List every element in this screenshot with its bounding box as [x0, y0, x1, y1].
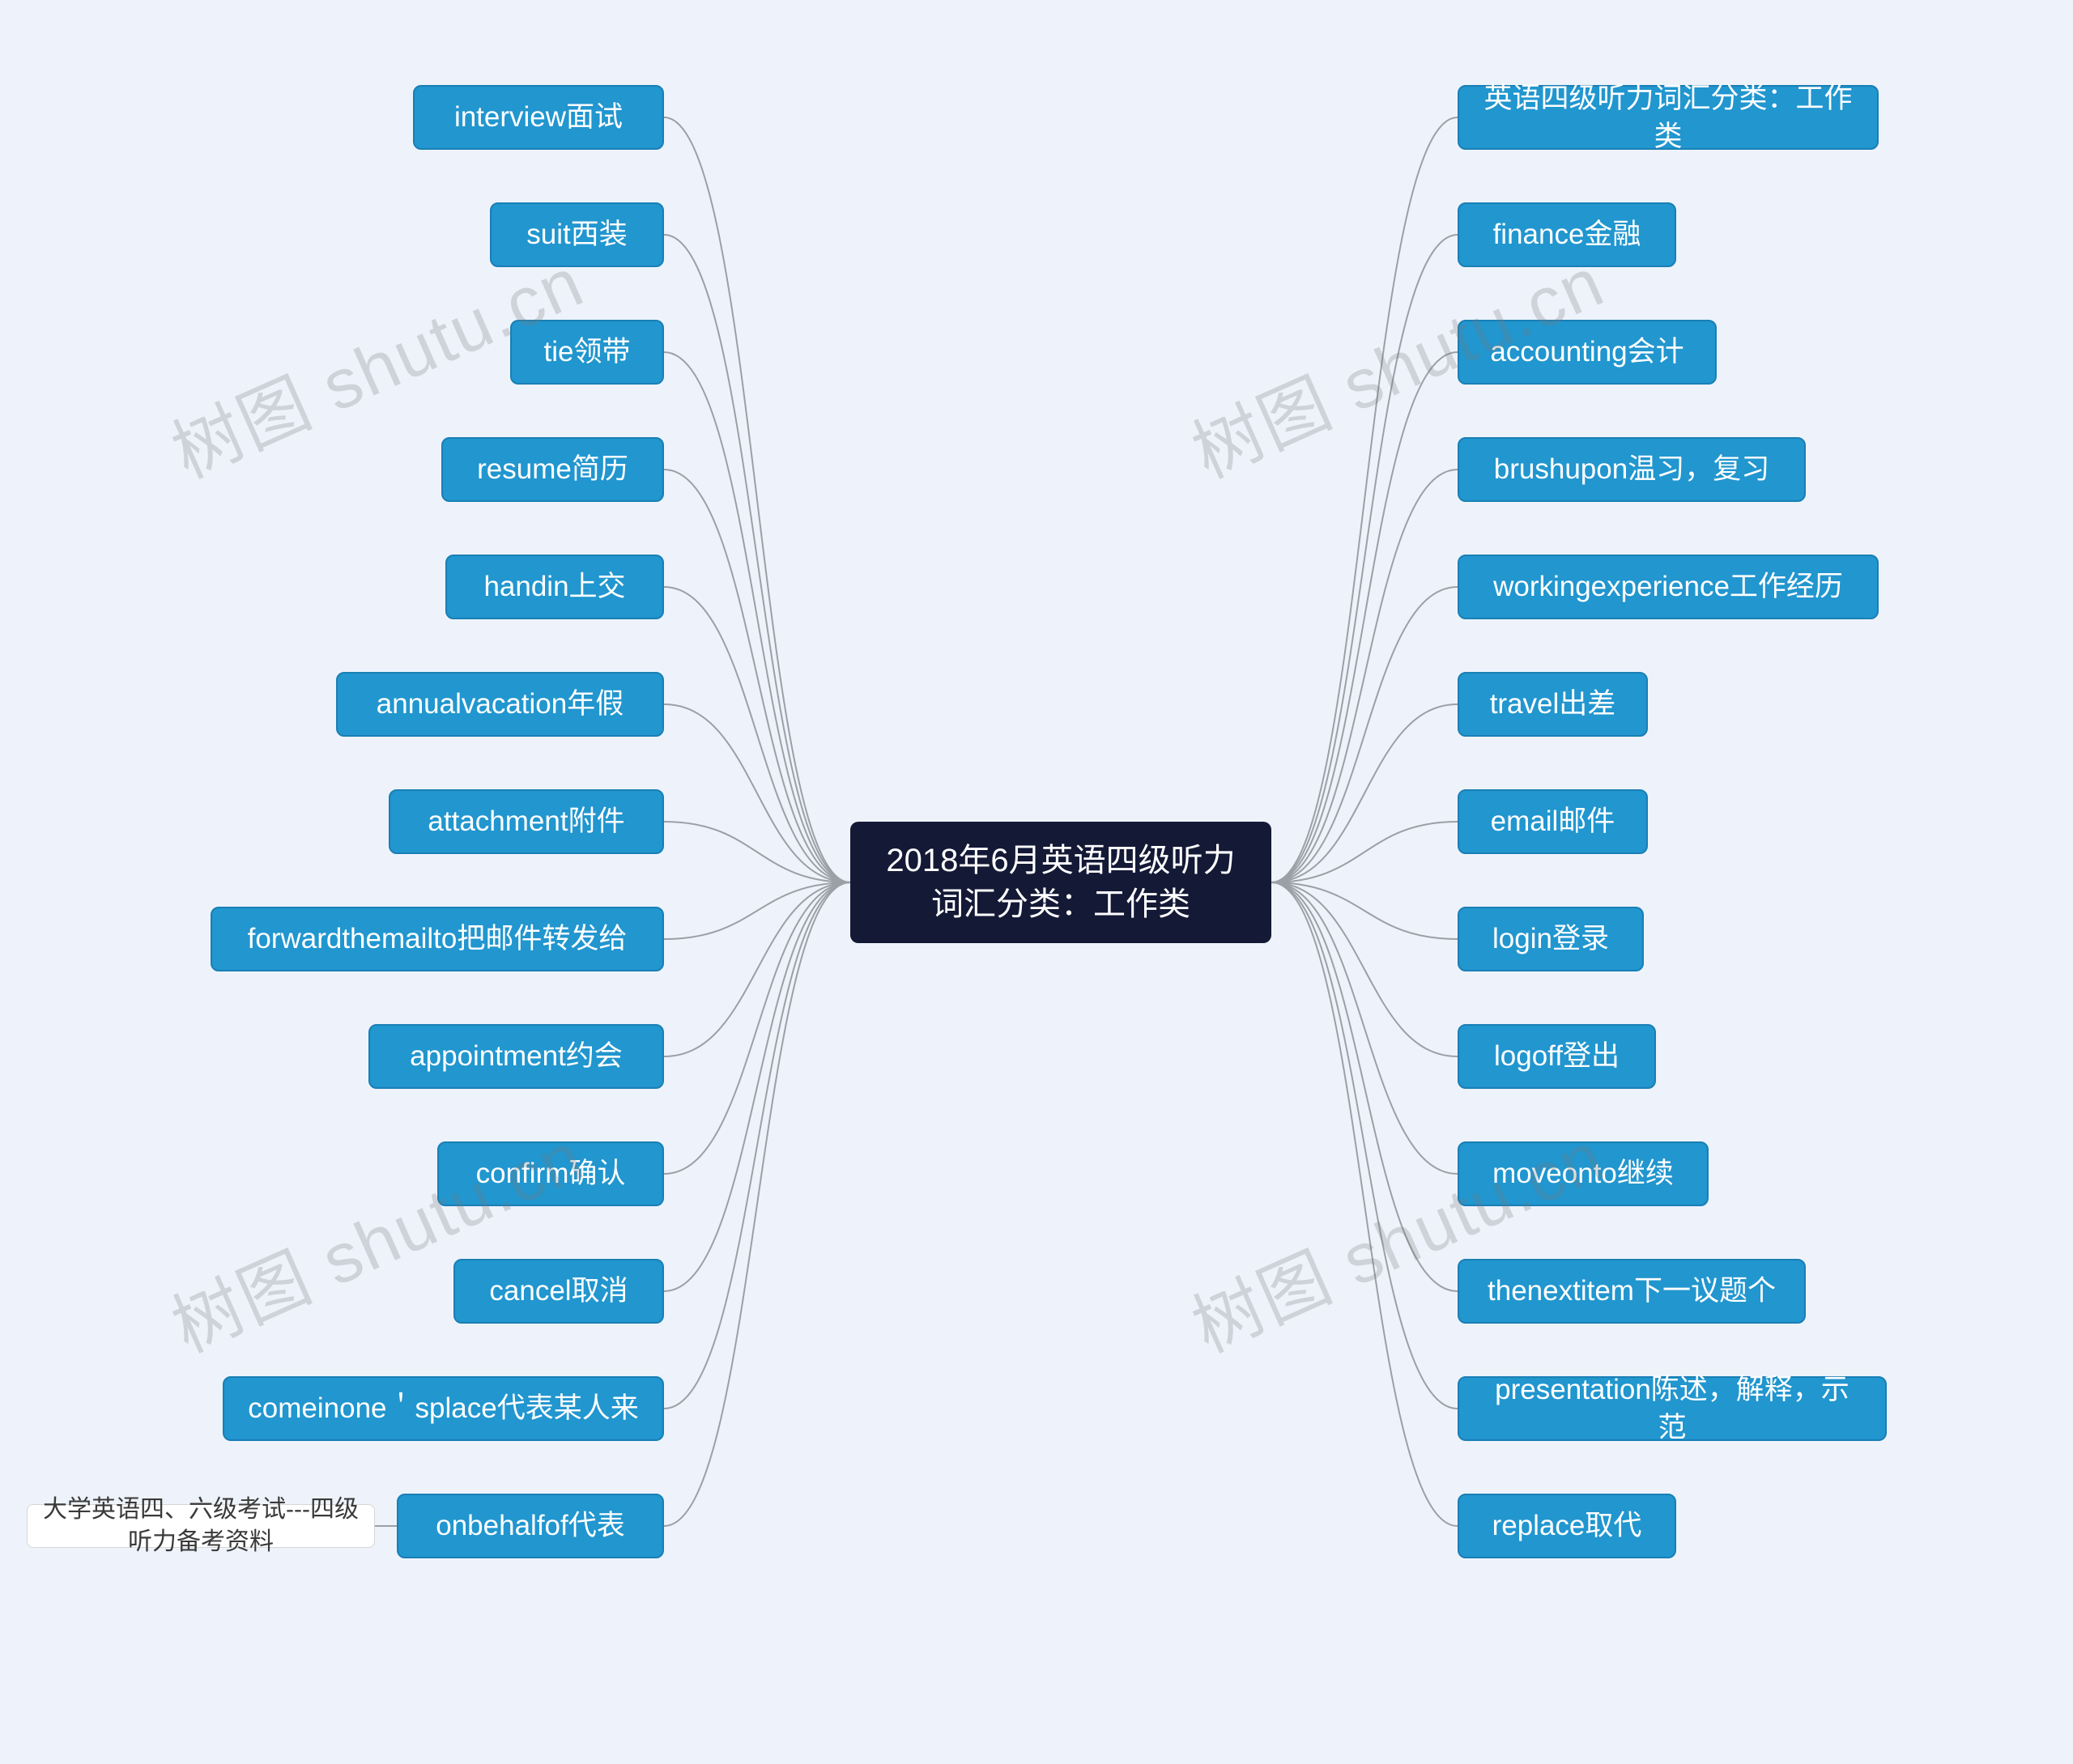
right-node-4[interactable]: brushupon温习，复习	[1458, 437, 1806, 502]
right-node-8[interactable]: login登录	[1458, 907, 1644, 971]
root-node-label: 2018年6月英语四级听力 词汇分类：工作类	[886, 839, 1235, 926]
left-node-10[interactable]: confirm确认	[437, 1141, 664, 1206]
left-node-4-label: resume简历	[477, 450, 628, 488]
left-node-7[interactable]: attachment附件	[389, 789, 664, 854]
left-node-6[interactable]: annualvacation年假	[336, 672, 664, 737]
right-node-1-label: 英语四级听力词汇分类：工作类	[1482, 79, 1854, 156]
left-node-11[interactable]: cancel取消	[453, 1259, 664, 1324]
right-node-10-label: moveonto继续	[1492, 1154, 1674, 1192]
left-node-8-label: forwardthemailto把邮件转发给	[248, 920, 628, 958]
left-node-9-label: appointment约会	[410, 1037, 623, 1075]
right-node-4-label: brushupon温习，复习	[1494, 450, 1769, 488]
right-node-2-label: finance金融	[1493, 215, 1641, 253]
left-node-13-label: onbehalfof代表	[436, 1507, 624, 1545]
left-node-12-label: comeinone＇splace代表某人来	[248, 1389, 638, 1427]
right-node-5-label: workingexperience工作经历	[1493, 567, 1843, 606]
right-node-6[interactable]: travel出差	[1458, 672, 1648, 737]
right-node-10[interactable]: moveonto继续	[1458, 1141, 1709, 1206]
mindmap-canvas: 2018年6月英语四级听力 词汇分类：工作类 interview面试 suit西装 t…	[0, 0, 2073, 1764]
right-node-3-label: accounting会计	[1490, 333, 1684, 371]
right-node-6-label: travel出差	[1490, 685, 1616, 723]
leaf-node-1-label: 大学英语四、六级考试---四级听力备考资料	[42, 1494, 360, 1559]
left-node-3-label: tie领带	[544, 333, 631, 371]
left-node-12[interactable]: comeinone＇splace代表某人来	[223, 1376, 664, 1441]
right-node-7[interactable]: email邮件	[1458, 789, 1648, 854]
right-node-12-label: presentation陈述，解释，示范	[1482, 1371, 1862, 1447]
left-node-10-label: confirm确认	[476, 1154, 626, 1192]
left-node-9[interactable]: appointment约会	[368, 1024, 664, 1089]
right-node-1[interactable]: 英语四级听力词汇分类：工作类	[1458, 85, 1879, 150]
left-node-13[interactable]: onbehalfof代表	[397, 1494, 664, 1558]
right-node-2[interactable]: finance金融	[1458, 202, 1676, 267]
right-node-5[interactable]: workingexperience工作经历	[1458, 555, 1879, 619]
left-node-7-label: attachment附件	[428, 802, 624, 840]
left-node-2-label: suit西装	[526, 215, 627, 253]
left-node-5[interactable]: handin上交	[445, 555, 664, 619]
left-node-3[interactable]: tie领带	[510, 320, 664, 385]
right-node-11-label: thenextitem下一议题个	[1488, 1272, 1776, 1310]
left-node-6-label: annualvacation年假	[377, 685, 624, 723]
right-node-13-label: replace取代	[1492, 1507, 1642, 1545]
left-node-8[interactable]: forwardthemailto把邮件转发给	[211, 907, 664, 971]
right-node-13[interactable]: replace取代	[1458, 1494, 1676, 1558]
root-node[interactable]: 2018年6月英语四级听力 词汇分类：工作类	[850, 822, 1271, 943]
left-node-5-label: handin上交	[483, 567, 625, 606]
right-node-9-label: logoff登出	[1494, 1037, 1620, 1075]
right-node-3[interactable]: accounting会计	[1458, 320, 1717, 385]
right-node-8-label: login登录	[1492, 920, 1609, 958]
right-node-9[interactable]: logoff登出	[1458, 1024, 1656, 1089]
right-node-12[interactable]: presentation陈述，解释，示范	[1458, 1376, 1887, 1441]
left-node-1[interactable]: interview面试	[413, 85, 664, 150]
right-node-11[interactable]: thenextitem下一议题个	[1458, 1259, 1806, 1324]
left-node-4[interactable]: resume简历	[441, 437, 664, 502]
right-node-7-label: email邮件	[1491, 802, 1615, 840]
left-node-11-label: cancel取消	[489, 1272, 628, 1310]
left-node-1-label: interview面试	[454, 98, 623, 136]
left-node-2[interactable]: suit西装	[490, 202, 664, 267]
leaf-node-1[interactable]: 大学英语四、六级考试---四级听力备考资料	[27, 1504, 375, 1548]
